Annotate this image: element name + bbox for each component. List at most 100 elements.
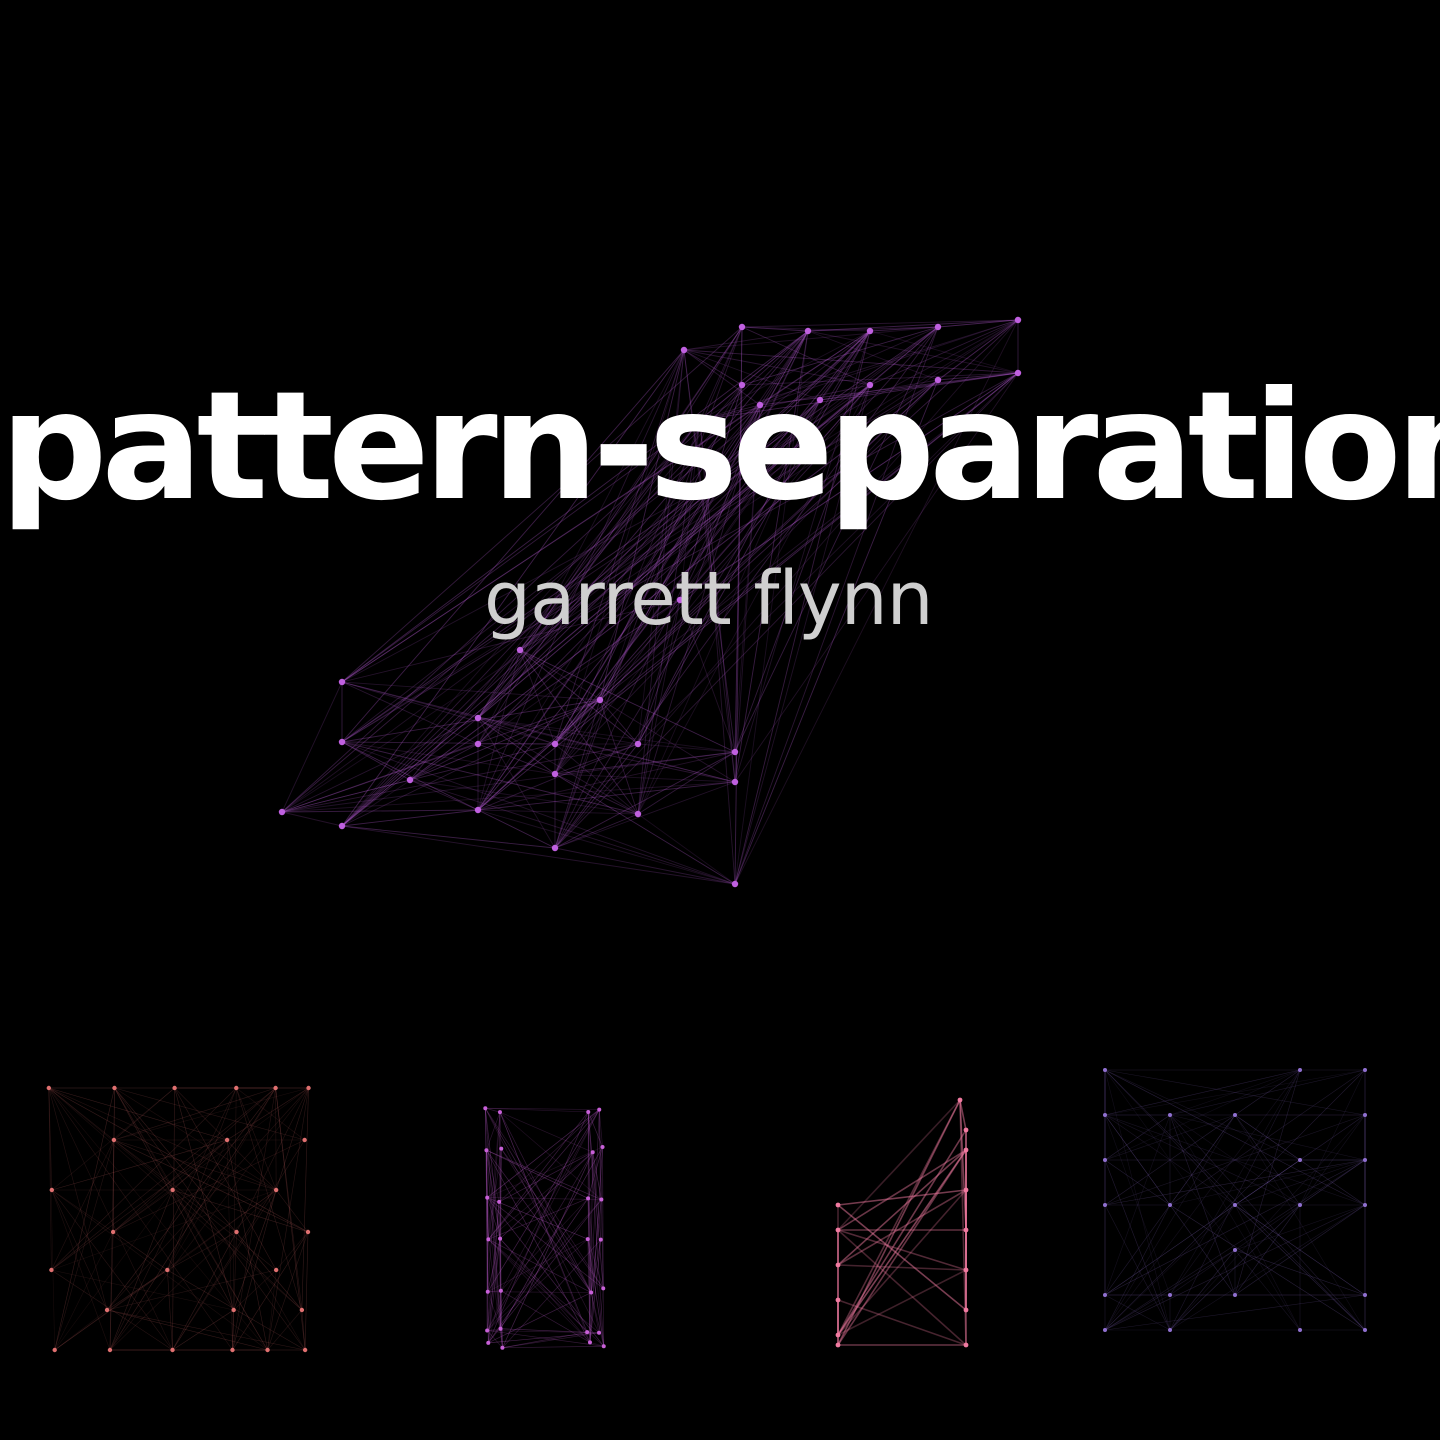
graph-node [484,1148,489,1153]
graph-node [963,1147,969,1153]
graph-node [165,1267,170,1273]
graph-node [816,396,824,404]
graph-node [1103,1293,1107,1297]
main-graph-nodes [278,316,1022,888]
graph-node [302,1347,308,1353]
graph-node [104,1307,110,1313]
graph-node [738,323,746,331]
graph-node [596,696,604,704]
page-title: pattern-separation [0,360,1440,534]
graph-node [600,1145,605,1150]
graph-node [601,1344,606,1349]
graph-node [111,1137,117,1143]
graph-node [963,1227,969,1233]
graph-node [49,1267,54,1273]
graph-node [1014,316,1022,324]
graph-node [1168,1293,1172,1297]
graph-node [590,1150,595,1155]
graph-node [306,1085,311,1091]
graph-node [110,1229,116,1235]
thumb4-nodes [1103,1068,1367,1332]
graph-node [170,1347,175,1353]
graph-node [835,1342,841,1348]
graph-node [1103,1113,1107,1117]
graph-node [234,1085,239,1091]
graph-node [305,1229,311,1235]
thumb3-nodes [835,1097,969,1348]
graph-node [224,1137,230,1143]
graph-node [230,1347,235,1353]
graph-node [599,1197,604,1202]
author-name: garrett flynn [484,556,934,642]
graph-node [52,1347,57,1353]
graph-node [299,1307,305,1313]
thumb3-edges [837,1099,967,1346]
graph-node [1363,1293,1367,1297]
thumb1-nodes [46,1085,311,1353]
graph-node [731,880,739,888]
thumb2-edges [484,1107,605,1349]
graph-node [1233,1113,1237,1117]
graph-node [112,1085,117,1091]
graph-node [1298,1068,1302,1072]
graph-node [586,1109,591,1114]
graph-node [498,1326,503,1331]
graph-node [497,1110,502,1115]
graph-node [500,1345,505,1350]
graph-node [1363,1203,1367,1207]
graph-node [957,1097,963,1103]
graph-node [676,596,684,604]
graph-node [634,740,642,748]
graph-thumbnail-1 [46,1085,311,1353]
graph-node [474,806,482,814]
graph-node [485,1328,490,1333]
graph-node [738,381,746,389]
thumb2-nodes [483,1106,606,1350]
graph-node [756,401,764,409]
graph-node [963,1187,969,1193]
graph-node [963,1127,969,1133]
graph-node [804,327,812,335]
graph-node [963,1342,969,1348]
graph-node [586,1196,591,1201]
graph-node [634,810,642,818]
graph-node [1363,1113,1367,1117]
graph-node [231,1307,236,1313]
graph-node [406,776,414,784]
graph-node [1298,1158,1302,1162]
graph-node [498,1288,503,1293]
graph-node [866,327,874,335]
graph-node [731,748,739,756]
graph-node [1233,1248,1237,1252]
graph-node [273,1267,279,1273]
graph-node [1363,1328,1367,1332]
graph-node [1103,1328,1107,1332]
graph-node [1298,1328,1302,1332]
graph-node [474,714,482,722]
graph-node [1363,1158,1367,1162]
graph-node [486,1237,491,1242]
graph-node [1298,1203,1302,1207]
graph-node [598,1237,603,1242]
thumb1-edges [48,1087,309,1351]
graph-node [835,1332,841,1338]
graph-thumbnail-3 [835,1097,969,1348]
graph-node [273,1187,279,1193]
graph-node [474,740,482,748]
graph-node [601,1286,606,1291]
graph-node [1168,1113,1172,1117]
graph-node [551,844,559,852]
graph-node [934,376,942,384]
graph-node [587,1340,592,1345]
graph-node [499,1146,504,1151]
graph-node [1233,1203,1237,1207]
thumb4-edges [1104,1069,1366,1331]
graph-node [234,1229,239,1235]
graph-node [1103,1203,1107,1207]
graph-node [265,1347,270,1353]
graph-node [731,778,739,786]
graph-node [835,1297,841,1303]
graph-node [551,770,559,778]
graph-node [302,1137,307,1143]
